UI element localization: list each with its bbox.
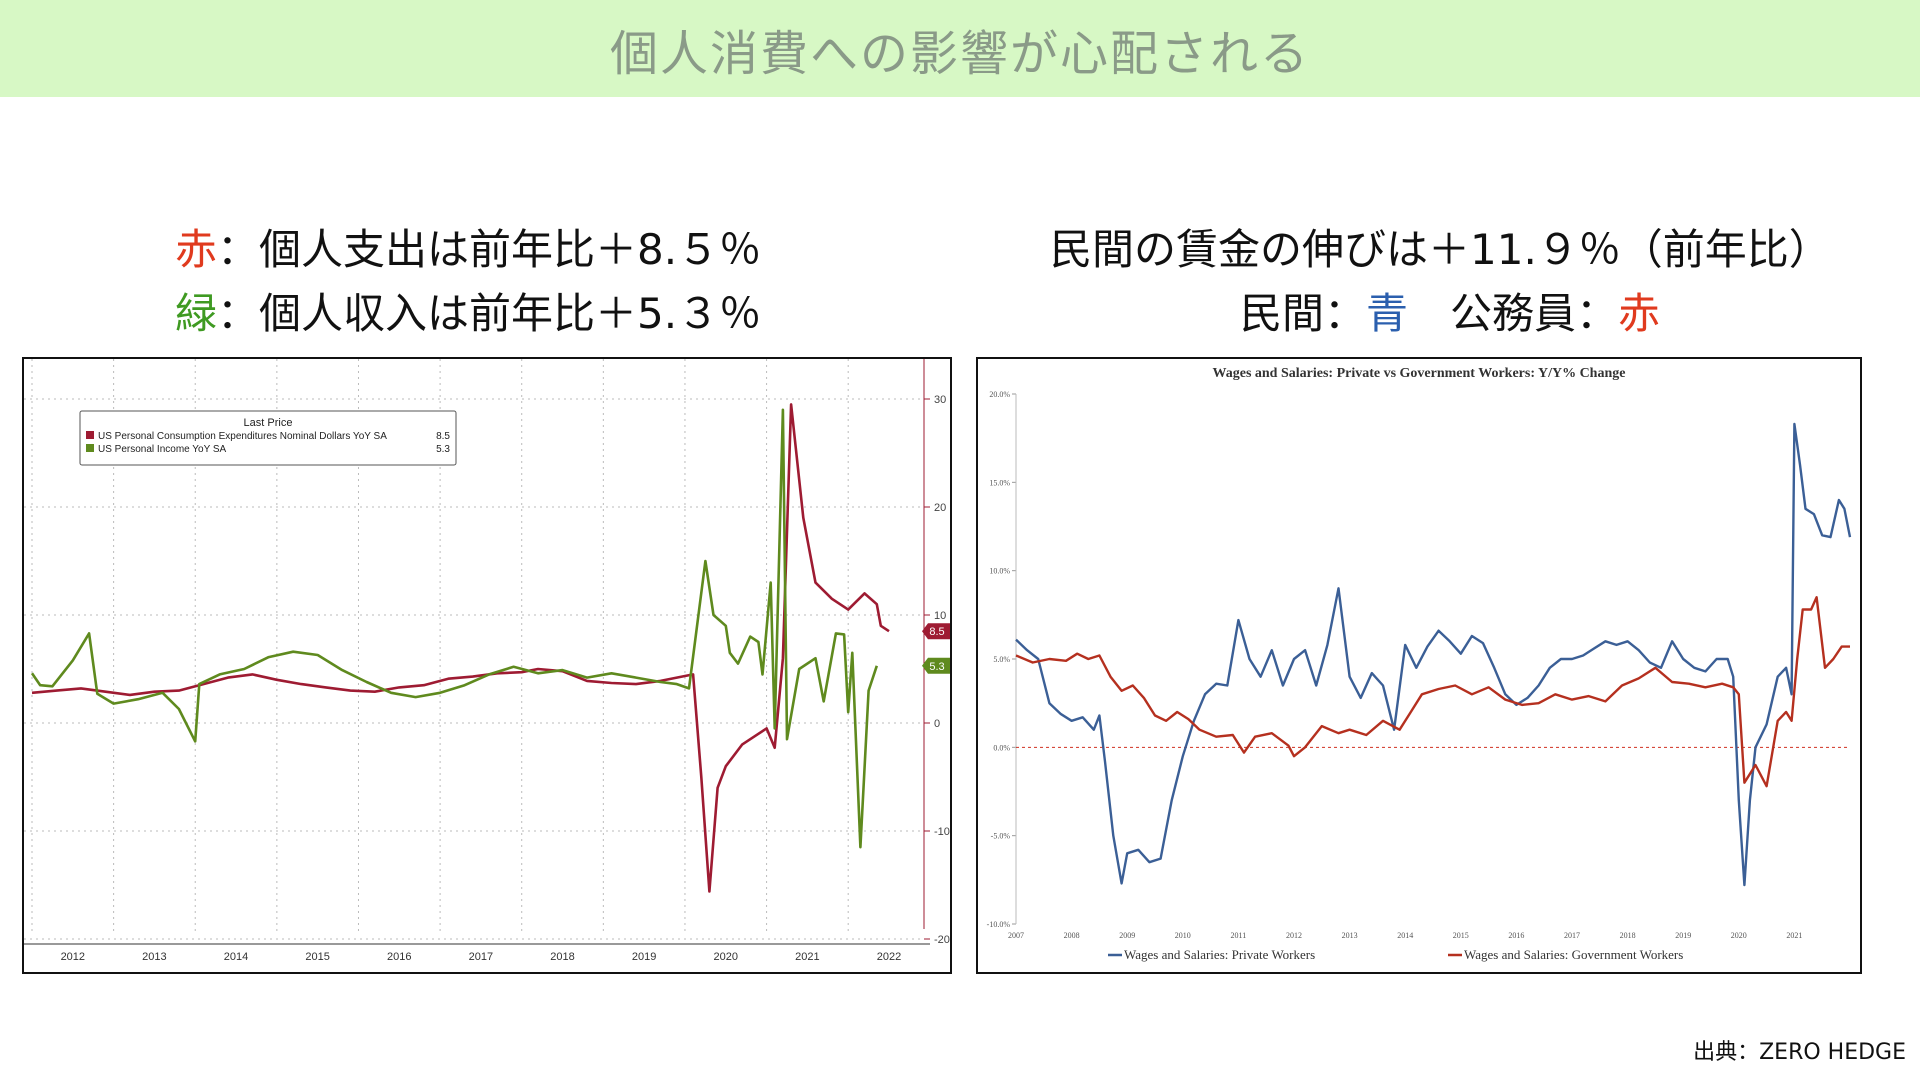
page-title: 個人消費への影響が心配される — [609, 25, 1310, 82]
x-tick-label: 2014 — [224, 951, 248, 963]
x-tick-label: 2019 — [1675, 931, 1691, 940]
y-tick-label: 10 — [934, 610, 946, 622]
caption-private-label: 民間： — [1240, 289, 1367, 338]
legend-entry: Wages and Salaries: Government Workers — [1464, 947, 1683, 962]
legend-title: Last Price — [244, 417, 293, 429]
x-tick-label: 2022 — [877, 951, 901, 963]
left-chart: 30 20 10 0 -10 -20 2012 2013 2014 2015 2016 2017 201… — [24, 359, 950, 963]
x-tick-label: 2021 — [1786, 931, 1802, 940]
legend-swatch — [86, 431, 94, 439]
x-tick-label: 2020 — [714, 951, 738, 963]
caption-red-label: 赤 — [175, 225, 218, 274]
y-tick-label: 30 — [934, 394, 946, 406]
left-caption-line1: 赤：個人支出は前年比＋8.５％ — [175, 218, 761, 282]
caption-government-label: 公務員： — [1408, 289, 1619, 338]
x-tick-label: 2015 — [1453, 931, 1469, 940]
y-tick-label: -10.0% — [987, 920, 1011, 929]
x-tick-label: 2012 — [61, 951, 85, 963]
series-line-government — [1015, 596, 1850, 788]
chart-title: Wages and Salaries: Private vs Governmen… — [1213, 366, 1626, 381]
x-tick-label: 2018 — [550, 951, 574, 963]
x-tick-label: 2019 — [632, 951, 656, 963]
x-tick-label: 2013 — [142, 951, 166, 963]
x-tick-label: 2013 — [1342, 931, 1358, 940]
x-tick-label: 2020 — [1731, 931, 1747, 940]
legend-entry-name: US Personal Income YoY SA — [98, 444, 227, 455]
x-tick-label: 2009 — [1119, 931, 1135, 940]
legend-entry-name: US Personal Consumption Expenditures Nom… — [98, 431, 387, 442]
legend-entry-value: 5.3 — [436, 444, 450, 455]
caption-blue-label: 青 — [1366, 289, 1409, 338]
y-tick-label: 10.0% — [989, 567, 1010, 576]
legend-entry: Wages and Salaries: Private Workers — [1124, 947, 1315, 962]
x-tick-label: 2016 — [387, 951, 411, 963]
right-caption-line1: 民間の賃金の伸びは＋11.９％（前年比） — [1050, 225, 1831, 274]
y-tick-label: 5.0% — [993, 655, 1010, 664]
right-chart-panel: Wages and Salaries: Private vs Governmen… — [976, 357, 1862, 974]
right-chart: Wages and Salaries: Private vs Governmen… — [987, 366, 1852, 962]
y-tick-label: -5.0% — [991, 832, 1011, 841]
x-tick-label: 2012 — [1286, 931, 1302, 940]
series-line-private — [1015, 422, 1852, 887]
caption-red-label-2: 赤 — [1618, 289, 1661, 338]
x-tick-label: 2017 — [469, 951, 493, 963]
x-tick-label: 2007 — [1008, 931, 1024, 940]
last-price-value: 8.5 — [929, 626, 944, 638]
source-label: 出典：ZERO HEDGE — [1693, 1040, 1906, 1065]
last-price-tag — [922, 623, 950, 640]
y-tick-label: -10 — [934, 826, 950, 838]
left-caption-line2: 緑：個人収入は前年比＋5.３％ — [175, 282, 761, 346]
x-tick-label: 2010 — [1175, 931, 1191, 940]
x-tick-label: 2016 — [1508, 931, 1524, 940]
right-caption-line2: 民間：青 公務員：赤 — [1240, 282, 1660, 346]
legend-box — [79, 410, 457, 466]
header-bar: 個人消費への影響が心配される — [0, 0, 1920, 97]
last-price-value: 5.3 — [929, 661, 944, 673]
last-price-tag — [922, 657, 950, 674]
x-tick-label: 2021 — [795, 951, 819, 963]
y-tick-label: 15.0% — [989, 478, 1010, 487]
x-tick-label: 2015 — [305, 951, 329, 963]
x-tick-label: 2014 — [1397, 931, 1413, 940]
x-tick-label: 2018 — [1620, 931, 1636, 940]
series-line-income — [30, 408, 879, 849]
y-tick-label: 20 — [934, 502, 946, 514]
x-tick-label: 2017 — [1564, 931, 1580, 940]
y-tick-label: 20.0% — [989, 390, 1010, 399]
y-tick-label: 0.0% — [993, 743, 1010, 752]
caption-green-label: 緑 — [175, 289, 218, 338]
caption-income-text: ：個人収入は前年比＋5.３％ — [217, 289, 762, 338]
legend-swatch — [86, 444, 94, 452]
x-tick-label: 2011 — [1231, 931, 1247, 940]
series-line-consumption — [31, 403, 890, 893]
y-tick-label: 0 — [934, 718, 940, 730]
legend-entry-value: 8.5 — [436, 431, 450, 442]
x-tick-label: 2008 — [1064, 931, 1080, 940]
caption-spending-text: ：個人支出は前年比＋8.５％ — [217, 225, 762, 274]
y-tick-label: -20 — [934, 934, 950, 946]
left-chart-panel: 30 20 10 0 -10 -20 2012 2013 2014 2015 2016 2017 201… — [22, 357, 952, 974]
